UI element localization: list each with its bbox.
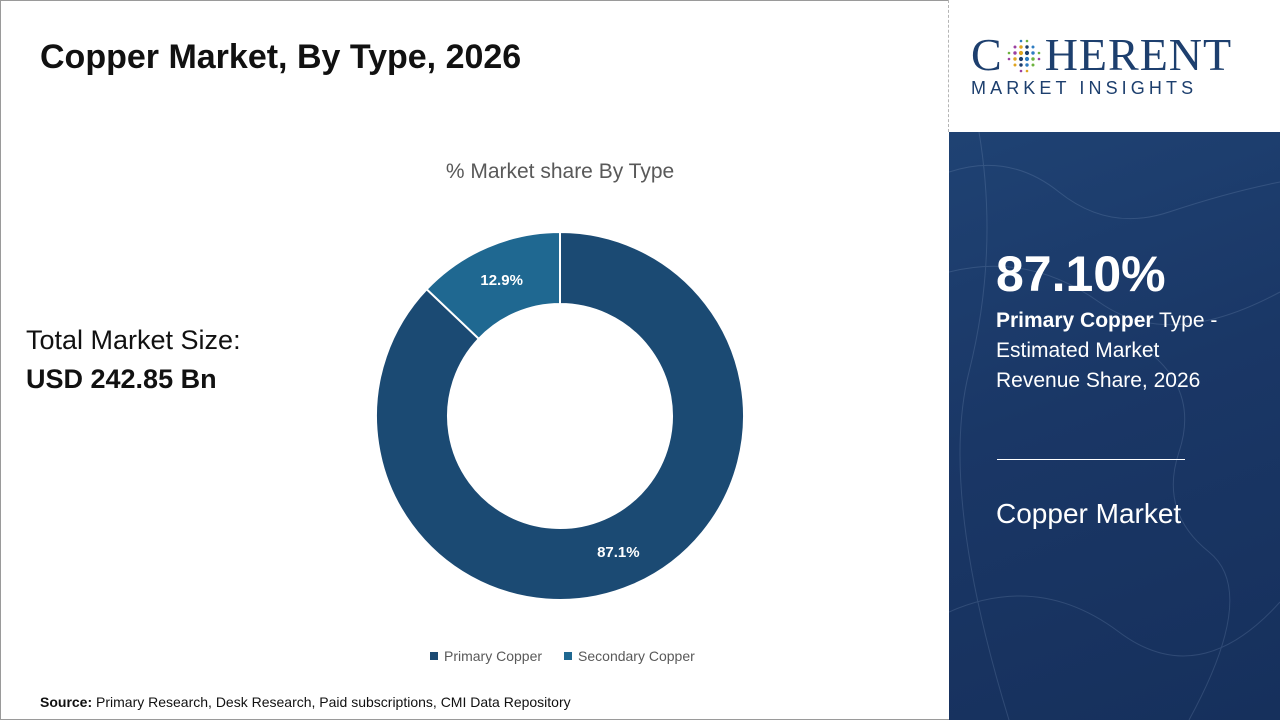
highlight-segment: Primary Copper <box>996 309 1154 332</box>
source-label: Source: <box>40 694 93 710</box>
highlight-value: 87.10% <box>996 246 1166 302</box>
page-title: Copper Market, By Type, 2026 <box>40 38 522 76</box>
logo: C HERENT MARKET INSIGHTS <box>949 0 1280 132</box>
legend-item-secondary: Secondary Copper <box>564 648 695 664</box>
highlight-panel: 87.10% Primary Copper Type - Estimated M… <box>949 132 1280 720</box>
market-name: Copper Market <box>996 498 1182 529</box>
logo-subtitle: MARKET INSIGHTS <box>971 78 1198 98</box>
logo-letters-herent: HERENT <box>1044 29 1233 80</box>
divider <box>948 0 949 132</box>
map-texture <box>949 132 1280 720</box>
legend-label-secondary: Secondary Copper <box>578 648 695 664</box>
data-label-secondary: 12.9% <box>480 272 523 289</box>
chart-legend: Primary Copper Secondary Copper <box>430 648 695 664</box>
globe-icon <box>1007 39 1040 72</box>
highlight-desc-text: Type - Estimated Market Revenue Share, 2… <box>996 309 1218 392</box>
source-note: Source: Primary Research, Desk Research,… <box>40 694 571 710</box>
total-market-value: USD 242.85 Bn <box>26 364 217 394</box>
data-label-primary: 87.1% <box>597 544 640 561</box>
total-market-label: Total Market Size: <box>26 325 241 355</box>
logo-letter-c: C <box>971 29 1003 80</box>
donut-chart: 87.1% 12.9% <box>375 230 745 601</box>
highlight-description: Primary Copper Type - Estimated Market R… <box>996 306 1246 396</box>
panel-divider <box>997 459 1185 460</box>
legend-swatch-primary <box>430 652 438 660</box>
legend-label-primary: Primary Copper <box>444 648 543 664</box>
donut-slice-primary <box>375 230 745 601</box>
logo-wordmark: C HERENT <box>971 28 1232 81</box>
source-text: Primary Research, Desk Research, Paid su… <box>92 694 571 710</box>
chart-title: % Market share By Type <box>445 160 675 183</box>
legend-swatch-secondary <box>564 652 573 660</box>
donut-slice-secondary <box>425 230 561 341</box>
legend-item-primary: Primary Copper <box>430 648 542 664</box>
